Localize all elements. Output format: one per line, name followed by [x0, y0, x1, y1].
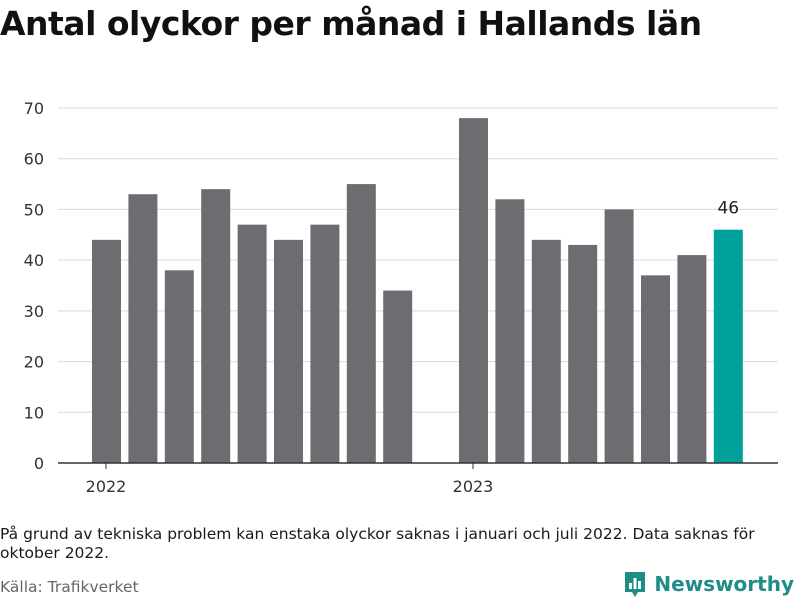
bar: [128, 194, 158, 463]
bar: [92, 239, 121, 463]
bar: [568, 244, 598, 463]
bar-chart-icon: [625, 572, 646, 597]
bar: [383, 290, 413, 463]
bar-chart: 0 10 20 30 40 50 60 70 2022 2023 46: [24, 99, 778, 496]
bar: [346, 184, 376, 464]
x-tick-label: 2023: [453, 477, 494, 496]
source-text: Källa: Trafikverket: [0, 578, 139, 596]
brand-logo: Newsworthy: [623, 570, 794, 598]
y-tick-label: 30: [24, 302, 44, 321]
bar: [495, 199, 525, 464]
footnote: På grund av tekniska problem kan enstaka…: [0, 525, 755, 562]
y-tick-label: 60: [24, 150, 44, 169]
bars: [92, 118, 743, 464]
bar-highlight: [713, 229, 743, 463]
bar: [459, 118, 488, 464]
bar: [274, 239, 303, 463]
y-tick-label: 40: [24, 251, 44, 270]
brand-name: Newsworthy: [654, 572, 794, 596]
bar: [237, 224, 267, 463]
bar: [164, 270, 194, 463]
x-tick-label: 2022: [86, 477, 127, 496]
y-tick-label: 10: [24, 403, 44, 422]
y-tick-label: 0: [34, 454, 44, 473]
data-label: 46: [717, 199, 739, 219]
bar: [677, 255, 707, 463]
bar: [531, 239, 561, 463]
y-tick-label: 20: [24, 353, 44, 372]
y-tick-label: 70: [24, 99, 44, 118]
bar: [641, 275, 670, 463]
bar: [310, 224, 340, 463]
bar: [201, 189, 231, 463]
chart-title: Antal olyckor per månad i Hallands län: [0, 4, 702, 43]
y-tick-label: 50: [24, 200, 44, 219]
bar: [604, 209, 634, 463]
axis-labels: 0 10 20 30 40 50 60 70 2022 2023 46: [24, 99, 778, 496]
